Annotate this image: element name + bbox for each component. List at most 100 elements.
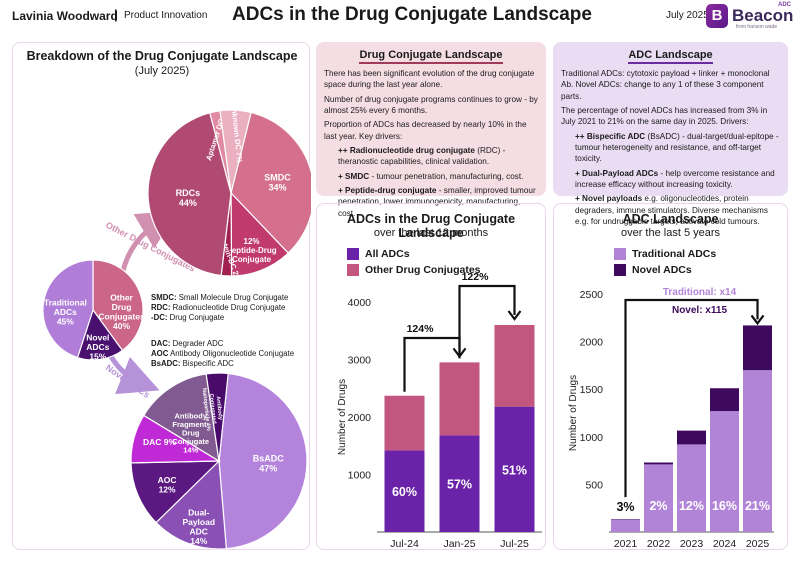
pie-label-line: Antibody (175, 411, 208, 420)
pie-label-line: Drug (112, 302, 132, 312)
bullet-key: + Peptide-drug conjugate (338, 185, 437, 195)
pie-label-line: Peptide-Drug (226, 246, 276, 255)
growth-bracket (624, 298, 759, 498)
bullet-key: ++ Bispecific ADC (575, 131, 646, 141)
pie-value-label: 12% (159, 484, 176, 494)
pie-slice-aoc (130, 460, 221, 524)
growth-label: 122% (462, 271, 490, 283)
pie-value-label: 15% (89, 352, 106, 362)
x-tick-label: 2024 (713, 538, 737, 550)
bullet-key: + Dual-Payload ADCs (575, 168, 659, 178)
pie-label-line: Payload (182, 517, 215, 527)
pie-label-line: Nanoparticle 4% (201, 388, 211, 431)
pie-label-line: SMDC (264, 173, 291, 183)
pie-slice-smdc (230, 111, 311, 254)
chart-title: ADC Landscape (622, 212, 719, 226)
y-axis-label: Number of Drugs (568, 375, 579, 451)
pie-value-label: 45% (57, 317, 74, 327)
department: Product Innovation (124, 10, 208, 21)
beacon-logo-icon: B (706, 4, 728, 28)
abbr-text: Degrader ADC (172, 339, 224, 348)
bar-other-drug-conjugates-jul-24 (384, 395, 425, 451)
breakdown-pies: Other Drug Conjugates Novel ADCs SMDC34%… (42, 103, 311, 550)
box-title: Drug Conjugate Landscape (359, 49, 503, 64)
abbr-key: DAC: (151, 339, 171, 348)
pie-label-line: Novel (86, 333, 109, 343)
abbr-text: Bispecific ADC (182, 359, 234, 369)
chart-title: ADCs in the Drug Conjugate Landscape (346, 212, 516, 240)
y-tick-label: 1000 (348, 470, 372, 482)
growth-arrowhead (507, 310, 522, 321)
abbr-text: Antibody Oligonucleotide Conjugate (170, 349, 295, 359)
pie-slice-bsadc (218, 372, 308, 550)
chart-subtitle: over the last 12 months (373, 227, 489, 239)
flow-label-novel: Novel ADCs (104, 362, 152, 400)
chart-subtitle: over the last 5 years (620, 227, 721, 239)
page-title: ADCs in the Drug Conjugate Landscape (232, 4, 592, 25)
x-tick-label: Jul-25 (500, 538, 529, 550)
bullet: + Dual-Payload ADCs - help overcome resi… (561, 168, 780, 191)
growth-label: 124% (407, 323, 435, 335)
chart-12-months: ADCs in the Drug Conjugate Landscape ove… (316, 203, 546, 550)
paragraph: The percentage of novel ADCs has increas… (561, 106, 768, 127)
bar-traditional-adcs-2022 (644, 464, 673, 532)
pie-label-line: 12% (244, 237, 260, 246)
y-tick-label: 3000 (348, 355, 372, 367)
legend-label: Traditional ADCs (632, 248, 717, 260)
pie-label-line: Traditional (44, 298, 87, 308)
pie-value-label: 40% (113, 321, 130, 331)
pie-label-line: Conjugate (232, 255, 272, 264)
y-tick-label: 500 (585, 479, 603, 491)
paragraph: Number of drug conjugate programs contin… (324, 94, 538, 116)
pie-label-line: Dual- (188, 507, 209, 517)
bar-traditional-adcs-2025 (743, 370, 772, 532)
bullet-key: + SMDC (338, 171, 370, 181)
bar-value-label: 2% (649, 499, 667, 513)
legend-swatch (347, 264, 359, 276)
bar-all-adcs-jul-24 (384, 450, 425, 532)
pie-slice-rdcs (147, 112, 232, 277)
drug-conjugate-landscape-box: Drug Conjugate Landscape There has been … (316, 42, 546, 218)
bar-novel-adcs-2023 (677, 430, 706, 445)
y-tick-label: 2000 (348, 412, 372, 424)
bar-value-label: 57% (447, 478, 472, 492)
pie-value-label: 14% (183, 445, 198, 454)
bullet-key: ++ Radionucleotide drug conjugate (338, 146, 475, 156)
pie-label-line: Fragment- (172, 420, 209, 429)
pie-label-line: Conjugates (98, 312, 145, 322)
pie-value-label: 34% (269, 183, 287, 193)
paragraph: Proportion of ADCs has decreased by near… (324, 120, 527, 141)
pie-slice-12-peptide-drug-conjugate (230, 191, 290, 277)
legend-swatch (614, 264, 626, 276)
abbr-key: BsADC: (151, 359, 181, 369)
breakdown-panel: Breakdown of the Drug Conjugate Landscap… (12, 42, 311, 550)
bullet: + SMDC - tumour penetration, manufacturi… (324, 171, 538, 182)
bar-value-label: 60% (392, 485, 417, 499)
bar-novel-adcs-2022 (644, 462, 673, 465)
x-tick-label: Jan-25 (443, 538, 475, 550)
x-tick-label: Jul-24 (390, 538, 419, 550)
x-tick-label: 2023 (680, 538, 704, 550)
pie-label-line: ADC (190, 526, 208, 536)
bullet-text: - help overcome resistance and increase … (575, 168, 775, 189)
author-name: Lavinia Woodward (12, 9, 118, 23)
bar-novel-adcs-2025 (743, 325, 772, 371)
y-tick-label: 2000 (580, 337, 604, 349)
bar-value-label: 21% (745, 499, 770, 513)
y-tick-label: 2500 (580, 289, 604, 301)
bar-chart-5y: Number of Drugs 500 1000 1500 2000 2500 2021 3%… (568, 287, 774, 550)
logo-tag: ADC (778, 2, 791, 8)
growth-arrowhead (750, 314, 765, 326)
pie-slice-other-drug-conjugates (92, 259, 144, 352)
bullet-text: - smaller, improved tumour penetration, … (338, 185, 536, 218)
bar-value-label: 3% (616, 500, 634, 514)
